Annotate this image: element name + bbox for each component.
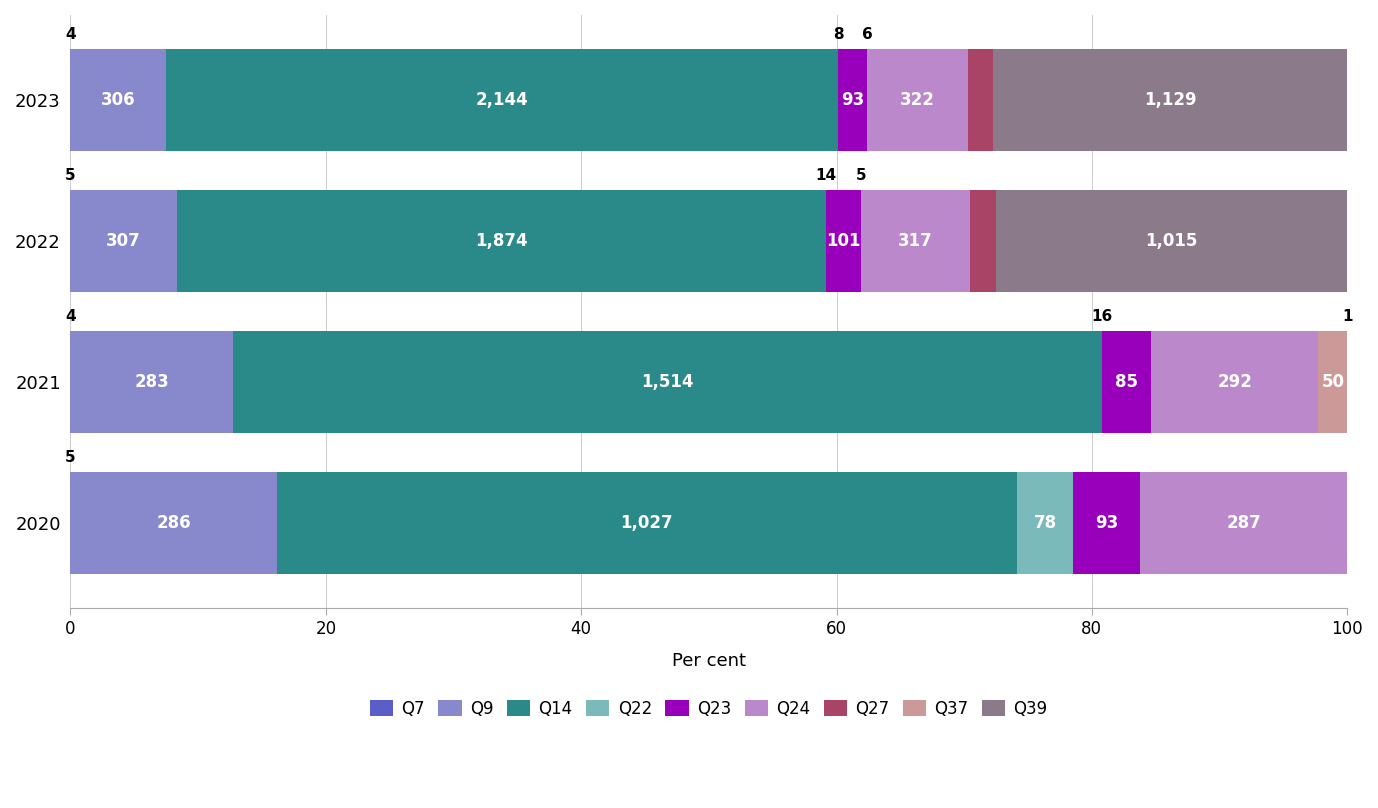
Text: 78: 78	[1034, 514, 1057, 532]
Bar	[969, 48, 994, 150]
Bar	[1151, 331, 1319, 433]
Text: 2,144: 2,144	[475, 90, 529, 109]
Text: 93: 93	[841, 90, 864, 109]
Text: 317: 317	[898, 232, 933, 250]
Bar	[867, 48, 969, 150]
Text: 85: 85	[1115, 373, 1138, 391]
Bar	[861, 190, 970, 292]
Text: 1,514: 1,514	[641, 373, 693, 391]
Text: 14: 14	[816, 168, 836, 183]
Text: 4: 4	[65, 309, 76, 324]
Bar	[825, 190, 861, 292]
Text: 322: 322	[900, 90, 936, 109]
Text: 1,027: 1,027	[620, 514, 672, 532]
Text: 1: 1	[1342, 309, 1352, 324]
X-axis label: Per cent: Per cent	[672, 651, 745, 670]
Bar	[1017, 473, 1073, 574]
Text: 5: 5	[65, 168, 76, 183]
Text: 283: 283	[134, 373, 169, 391]
Bar	[70, 473, 277, 574]
Bar	[233, 331, 1102, 433]
Text: 306: 306	[101, 90, 135, 109]
Text: 292: 292	[1217, 373, 1253, 391]
Text: 5: 5	[65, 450, 76, 465]
Text: 1,129: 1,129	[1144, 90, 1196, 109]
Text: 5: 5	[856, 168, 865, 183]
Text: 50: 50	[1322, 373, 1345, 391]
Text: 307: 307	[106, 232, 141, 250]
Bar	[176, 190, 825, 292]
Text: 16: 16	[1091, 309, 1112, 324]
Text: 286: 286	[156, 514, 192, 532]
Bar	[996, 190, 1348, 292]
Bar	[70, 190, 176, 292]
Bar	[1073, 473, 1140, 574]
Bar	[1319, 331, 1348, 433]
Bar	[70, 48, 167, 150]
Text: 1,015: 1,015	[1145, 232, 1197, 250]
Bar	[970, 190, 996, 292]
Bar	[994, 48, 1348, 150]
Bar	[838, 48, 867, 150]
Bar	[70, 331, 233, 433]
Bar	[1140, 473, 1348, 574]
Text: 8: 8	[832, 27, 843, 42]
Text: 101: 101	[825, 232, 860, 250]
Bar	[167, 48, 838, 150]
Legend: Q7, Q9, Q14, Q22, Q23, Q24, Q27, Q37, Q39: Q7, Q9, Q14, Q22, Q23, Q24, Q27, Q37, Q3…	[364, 693, 1054, 725]
Text: 6: 6	[861, 27, 872, 42]
Text: 287: 287	[1226, 514, 1261, 532]
Bar	[277, 473, 1017, 574]
Text: 4: 4	[65, 27, 76, 42]
Text: 93: 93	[1096, 514, 1119, 532]
Text: 1,874: 1,874	[475, 232, 528, 250]
Bar	[1102, 331, 1151, 433]
